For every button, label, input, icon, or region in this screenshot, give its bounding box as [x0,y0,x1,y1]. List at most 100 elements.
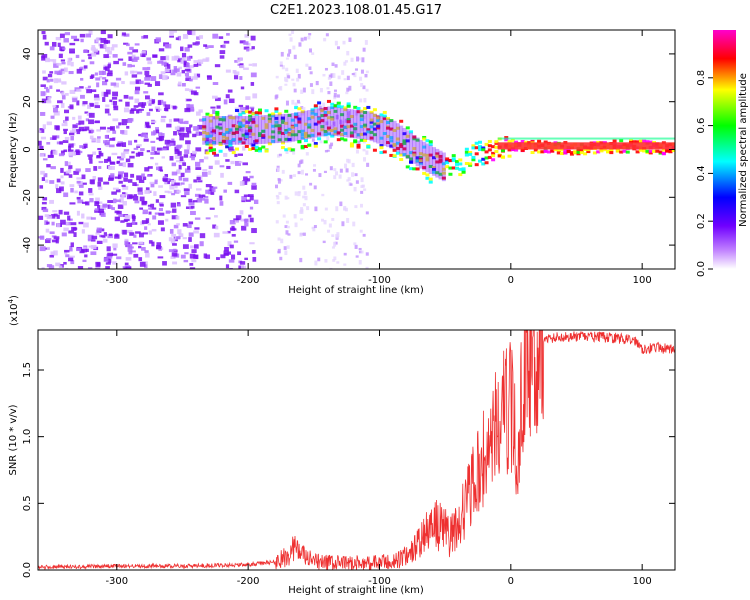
heatmap-cell [60,68,66,72]
heatmap-cell [151,146,156,152]
heatmap-cell [365,211,369,215]
heatmap-cell [280,141,285,145]
heatmap-cell [128,195,134,199]
heatmap-cell [180,182,185,185]
heatmap-cell [188,200,195,206]
heatmap-cell [267,113,272,117]
heatmap-cell [543,149,548,153]
heatmap-cell [481,157,486,161]
heatmap-cell [310,133,315,137]
heatmap-cell [170,255,176,259]
heatmap-cell [254,111,259,115]
heatmap-cell [311,52,315,55]
heatmap-cell [215,114,220,118]
heatmap-cell [195,161,201,167]
heatmap-cell [583,152,588,156]
heatmap-cell [99,44,106,49]
heatmap-cell [193,60,199,63]
heatmap-cell [219,55,225,59]
heatmap-cell [305,173,309,176]
heatmap-cell [131,74,138,78]
heatmap-cell [228,128,233,132]
heatmap-cell [310,108,315,112]
heatmap-cell [65,92,69,96]
heatmap-cell [164,190,170,193]
heatmap-cell [295,68,299,73]
heatmap-cell [284,148,289,152]
colorbar-ticks: 0.00.20.40.60.8 [696,70,713,277]
heatmap-cell [288,49,292,54]
heatmap-cell [299,257,303,263]
heatmap-cell [186,56,191,61]
heatmap-cell [174,68,180,72]
heatmap-cell [182,34,189,39]
heatmap-cell [205,189,211,194]
heatmap-cell [78,191,84,196]
heatmap-cell [625,150,630,154]
heatmap-cell [365,266,369,269]
heatmap-cell [284,113,289,143]
heatmap-cell [193,63,199,67]
heatmap-cell [294,115,299,119]
heatmap-cell [251,182,257,186]
heatmap-cell [271,112,276,116]
heatmap-cell [138,108,144,111]
heatmap-cell [189,108,195,112]
heatmap-cell [635,140,640,144]
heatmap-cell [61,94,66,100]
heatmap-cell [111,44,118,48]
heatmap-cell [103,44,107,49]
heatmap-cell [208,116,213,145]
heatmap-cell [237,153,244,156]
heatmap-cell [464,162,469,166]
heatmap-cell [126,222,133,227]
heatmap-cell [280,146,285,150]
heatmap-cell [382,110,387,114]
heatmap-cell [227,181,233,185]
heatmap-cell [231,151,236,155]
heatmap-cell [229,227,236,231]
heatmap-cell [169,155,174,161]
heatmap-cell [284,250,288,256]
snr-ylabel: SNR (10 * v/v) [8,404,19,475]
heatmap-cell [218,132,223,136]
heatmap-cell [80,38,84,43]
heatmap-cell [135,79,142,85]
heatmap-cell [99,126,106,130]
heatmap-cell [376,122,381,126]
heatmap-cell [45,228,50,233]
heatmap-cell [68,165,73,169]
heatmap-cell [154,162,159,166]
heatmap-cell [105,144,110,148]
heatmap-cell [275,75,279,79]
heatmap-cell [422,141,427,171]
heatmap-cell [523,140,528,144]
heatmap-cell [333,168,337,172]
heatmap-cell [208,134,213,138]
heatmap-cell [123,42,129,45]
heatmap-cell [334,64,338,68]
heatmap-cell [216,105,221,109]
heatmap-cell [209,207,215,210]
heatmap-cell [131,54,136,59]
heatmap-cell [169,30,174,35]
heatmap-cell [235,130,240,134]
heatmap-cell [76,196,81,200]
heatmap-cell [346,104,351,108]
heatmap-cell [174,126,180,131]
heatmap-cell [205,45,209,49]
heatmap-cell [477,145,482,149]
heatmap-cell [239,40,246,44]
heatmap-cell [349,142,354,146]
heatmap-cell [169,142,174,146]
heatmap-cell [219,165,225,168]
heatmap-cell [351,72,355,76]
heatmap-cell [415,167,420,171]
heatmap-cell [89,103,95,107]
heatmap-cell [53,110,60,116]
heatmap-cell [494,145,499,149]
heatmap-cell [49,231,55,235]
heatmap-cell [235,127,240,131]
heatmap-cell [142,67,148,71]
